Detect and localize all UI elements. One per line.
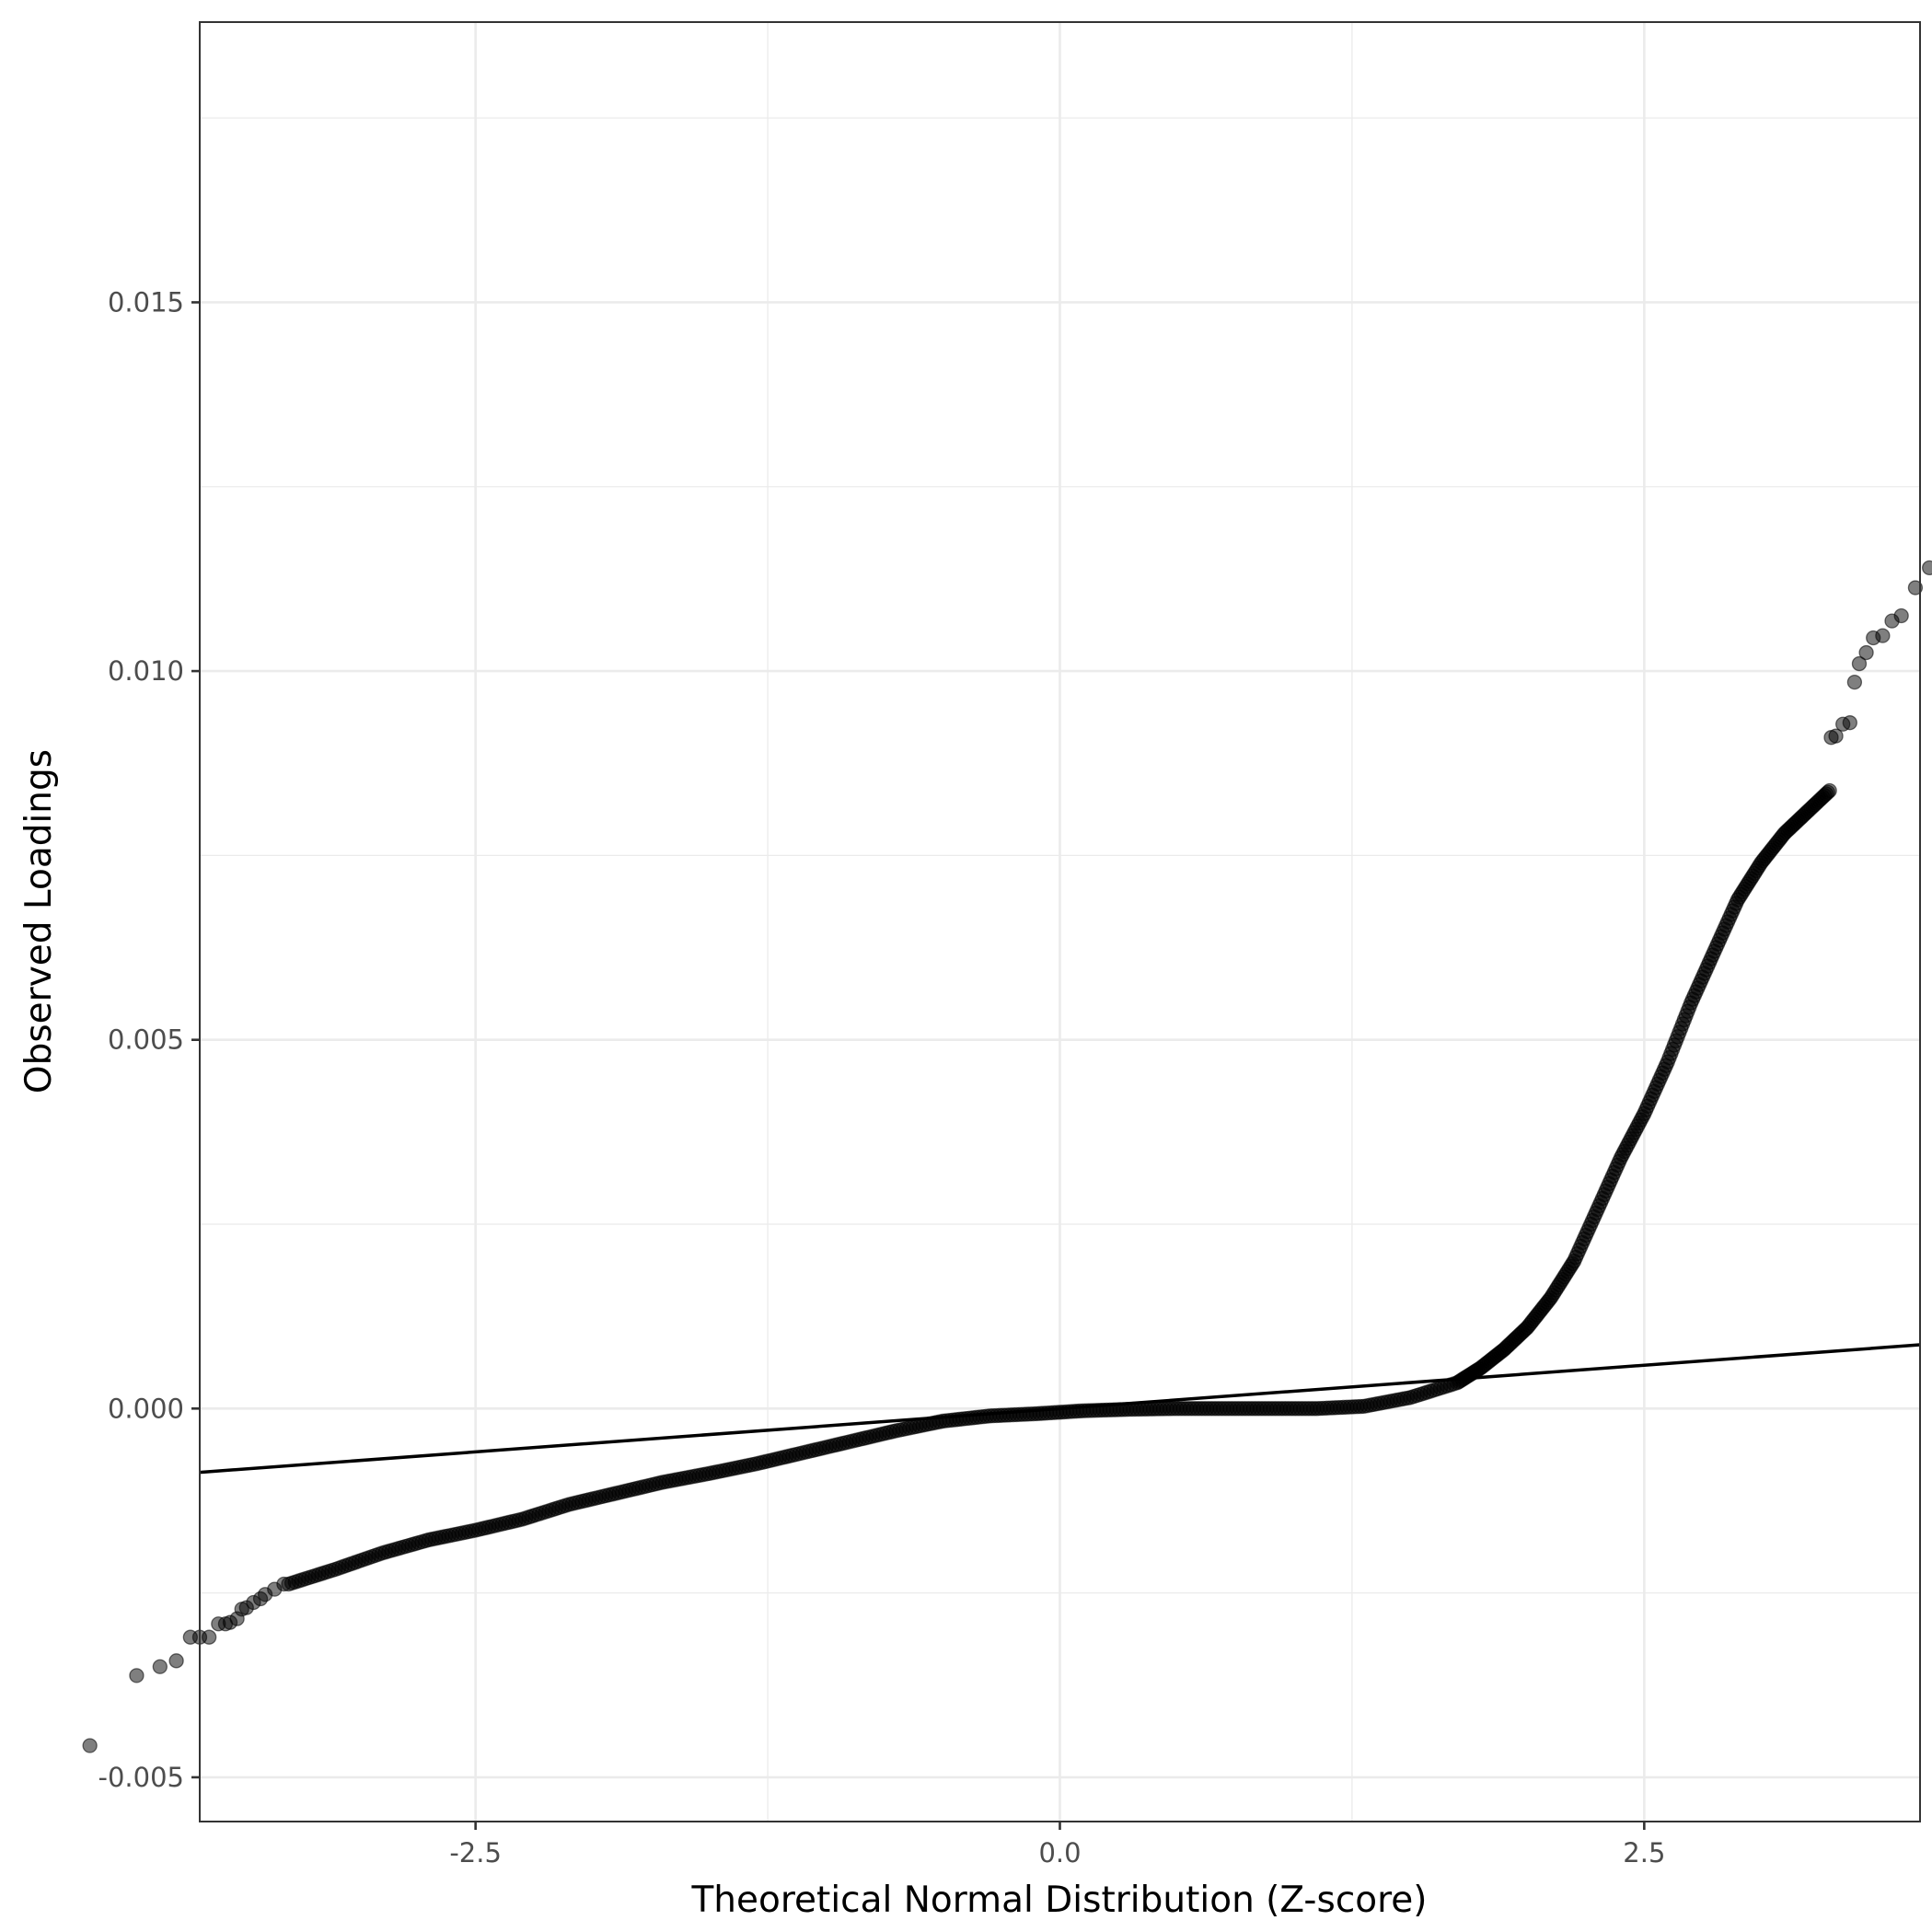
data-point — [168, 1653, 184, 1669]
data-point — [1893, 607, 1909, 624]
x-axis-title: Theoretical Normal Distribution (Z-score… — [690, 1880, 1427, 1921]
data-point — [1907, 580, 1924, 596]
data-point — [1842, 715, 1857, 731]
y-tick-label: 0.000 — [108, 1393, 184, 1424]
data-points — [82, 560, 1932, 1753]
data-point — [1875, 628, 1891, 643]
data-point — [152, 1659, 168, 1674]
data-point — [202, 1629, 217, 1645]
data-point — [1828, 728, 1844, 744]
x-axis: -2.5 0.0 2.5 — [449, 1822, 1665, 1868]
data-point — [129, 1668, 145, 1683]
x-tick-label: 0.0 — [1038, 1837, 1081, 1868]
y-tick-label: 0.010 — [108, 655, 184, 687]
data-point — [1846, 674, 1863, 690]
data-point — [1822, 782, 1837, 799]
data-point — [82, 1738, 98, 1753]
y-tick-label: 0.005 — [108, 1024, 184, 1056]
y-axis-title: Observed Loadings — [18, 749, 60, 1093]
data-point — [1858, 644, 1874, 661]
data-point — [276, 1576, 292, 1592]
y-tick-label: 0.015 — [108, 286, 184, 318]
data-point — [1851, 655, 1868, 672]
data-point — [1922, 560, 1932, 576]
x-tick-label: -2.5 — [449, 1837, 502, 1868]
x-tick-label: 2.5 — [1623, 1837, 1665, 1868]
y-axis: -0.005 0.000 0.005 0.010 0.015 — [98, 286, 200, 1793]
y-tick-label: -0.005 — [98, 1762, 185, 1793]
